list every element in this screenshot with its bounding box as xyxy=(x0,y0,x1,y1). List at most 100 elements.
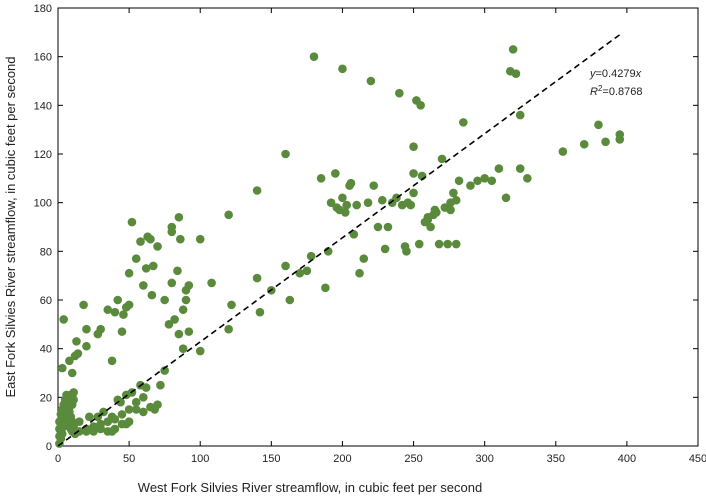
data-point xyxy=(173,266,182,276)
data-point xyxy=(139,407,148,417)
data-point xyxy=(480,174,489,183)
data-point xyxy=(84,412,94,422)
data-point xyxy=(615,130,625,139)
data-point xyxy=(184,281,194,290)
y-tick-label: 60 xyxy=(40,295,52,307)
data-point xyxy=(124,268,134,278)
data-point xyxy=(167,227,177,237)
data-point xyxy=(454,176,464,186)
data-point xyxy=(75,417,84,426)
data-point xyxy=(355,268,364,278)
trendline xyxy=(57,31,624,447)
data-point xyxy=(487,176,497,186)
data-point xyxy=(72,337,81,346)
data-point xyxy=(451,195,461,205)
data-point xyxy=(377,195,387,205)
trendline-equation: y=0.4279x xyxy=(589,68,642,80)
data-point xyxy=(82,324,91,334)
x-tick-label: 450 xyxy=(689,453,706,465)
data-point xyxy=(409,142,418,151)
data-point xyxy=(117,410,127,419)
data-point xyxy=(416,101,425,110)
data-point xyxy=(160,366,169,375)
data-point xyxy=(321,283,330,293)
data-point xyxy=(147,290,157,300)
data-point xyxy=(107,356,117,366)
y-tick-label: 100 xyxy=(34,198,52,210)
data-point xyxy=(434,239,444,249)
data-point xyxy=(131,254,141,263)
data-point xyxy=(139,281,148,290)
y-tick-label: 180 xyxy=(34,3,52,15)
data-point xyxy=(124,405,134,414)
data-point xyxy=(82,341,91,351)
data-point xyxy=(511,69,521,78)
data-point xyxy=(73,349,83,358)
data-point xyxy=(127,217,137,227)
data-point xyxy=(281,261,290,271)
data-point xyxy=(184,327,194,336)
data-point xyxy=(75,427,84,436)
data-point xyxy=(178,344,188,353)
data-point xyxy=(473,176,482,186)
data-point xyxy=(67,368,77,378)
data-point xyxy=(494,164,504,173)
data-point xyxy=(164,320,174,329)
data-point xyxy=(79,300,88,310)
data-point xyxy=(150,405,160,414)
data-point xyxy=(195,234,205,244)
data-point xyxy=(515,110,525,120)
data-point xyxy=(426,222,435,232)
data-point xyxy=(414,239,424,249)
data-point xyxy=(110,307,120,317)
data-point xyxy=(302,266,312,276)
x-tick-label: 0 xyxy=(55,453,61,465)
data-point xyxy=(515,164,525,173)
x-tick-label: 100 xyxy=(191,453,209,465)
data-point xyxy=(342,200,352,210)
data-point xyxy=(124,300,134,310)
data-point xyxy=(174,329,184,339)
data-point xyxy=(451,239,461,249)
data-point xyxy=(446,205,455,215)
data-point xyxy=(459,118,468,127)
data-point xyxy=(331,169,340,178)
data-point xyxy=(369,181,379,190)
x-tick-label: 50 xyxy=(123,453,135,465)
y-tick-label: 20 xyxy=(40,392,52,404)
data-point xyxy=(409,169,418,178)
data-point xyxy=(295,268,305,278)
y-tick-label: 120 xyxy=(34,149,52,161)
data-point xyxy=(224,324,233,334)
data-point xyxy=(403,198,413,207)
data-point xyxy=(119,310,128,319)
data-point xyxy=(224,210,233,220)
data-point xyxy=(395,88,404,98)
data-point xyxy=(65,356,74,366)
data-point xyxy=(107,412,117,422)
data-point xyxy=(326,198,336,207)
y-tick-label: 80 xyxy=(40,246,52,258)
data-point xyxy=(141,264,151,273)
data-point xyxy=(207,278,216,288)
data-point xyxy=(449,188,458,198)
data-point xyxy=(443,239,452,249)
data-point xyxy=(227,300,236,310)
r-squared-label: R2=0.8768 xyxy=(590,84,642,98)
data-point xyxy=(57,363,67,373)
data-points xyxy=(55,45,625,448)
data-point xyxy=(153,242,162,251)
data-point xyxy=(338,64,347,74)
data-point xyxy=(62,390,71,400)
data-point xyxy=(338,193,347,203)
data-point xyxy=(409,188,418,198)
x-tick-label: 200 xyxy=(333,453,351,465)
data-point xyxy=(316,174,326,183)
data-point xyxy=(466,181,475,190)
data-point xyxy=(178,305,188,315)
data-point xyxy=(131,397,141,407)
data-point xyxy=(430,205,440,215)
data-point xyxy=(59,315,68,324)
data-point xyxy=(124,417,134,426)
